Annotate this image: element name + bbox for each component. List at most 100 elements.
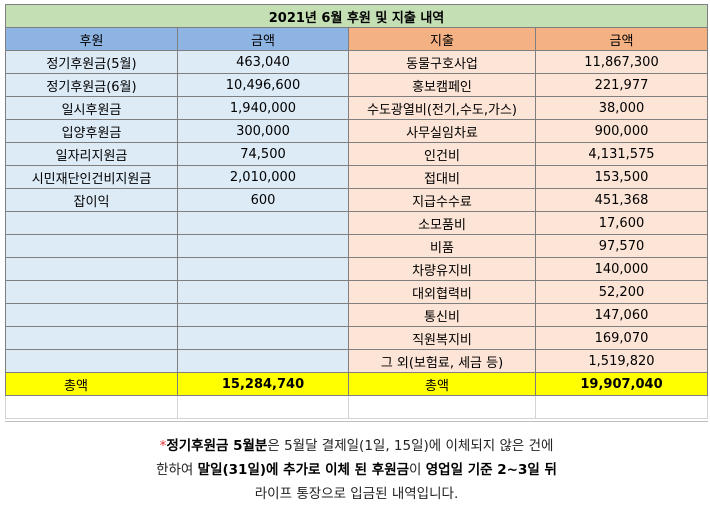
expense-cell[interactable]: 인건비 xyxy=(348,142,536,166)
table-row: 소모품비 17,600 xyxy=(5,211,708,235)
donation-cell[interactable]: 일자리지원금 xyxy=(5,142,178,166)
blank-cell[interactable] xyxy=(348,395,536,419)
donation-amount-cell[interactable] xyxy=(177,257,349,281)
expense-cell[interactable]: 차량유지비 xyxy=(348,257,536,281)
table-row: 일자리지원금 74,500 인건비 4,131,575 xyxy=(5,142,708,166)
footnote-bold: 정기후원금 5월분 xyxy=(166,438,268,454)
footnote-text: 이 xyxy=(409,462,426,478)
footnote-text: 은 5월달 결제일(1일, 15일)에 이체되지 않은 건에 xyxy=(267,438,554,454)
expense-amount-cell[interactable]: 97,570 xyxy=(535,234,708,258)
donation-amount-cell[interactable]: 463,040 xyxy=(177,50,349,74)
expense-cell[interactable]: 직원복지비 xyxy=(348,326,536,350)
donation-cell[interactable]: 입양후원금 xyxy=(5,119,178,143)
expense-total-label[interactable]: 총액 xyxy=(348,372,536,396)
donation-amount-cell[interactable]: 74,500 xyxy=(177,142,349,166)
table-row: 대외협력비 52,200 xyxy=(5,280,708,304)
expense-cell[interactable]: 홍보캠페인 xyxy=(348,73,536,97)
donation-cell[interactable] xyxy=(5,280,178,304)
donation-amount-cell[interactable]: 1,940,000 xyxy=(177,96,349,120)
table-row: 비품 97,570 xyxy=(5,234,708,258)
donation-cell[interactable]: 정기후원금(6월) xyxy=(5,73,178,97)
table-row: 통신비 147,060 xyxy=(5,303,708,327)
expense-amount-cell[interactable]: 11,867,300 xyxy=(535,50,708,74)
expense-cell[interactable]: 수도광열비(전기,수도,가스) xyxy=(348,96,536,120)
footnote-line-1: *정기후원금 5월분은 5월달 결제일(1일, 15일)에 이체되지 않은 건에 xyxy=(5,434,708,458)
footnote: *정기후원금 5월분은 5월달 결제일(1일, 15일)에 이체되지 않은 건에… xyxy=(5,421,708,521)
expense-amount-cell[interactable]: 451,368 xyxy=(535,188,708,212)
expense-amount-cell[interactable]: 900,000 xyxy=(535,119,708,143)
expense-amount-cell[interactable]: 1,519,820 xyxy=(535,349,708,373)
footnote-bold: 영업일 기준 2~3일 뒤 xyxy=(425,462,557,478)
donation-cell[interactable]: 일시후원금 xyxy=(5,96,178,120)
donation-cell[interactable]: 시민재단인건비지원금 xyxy=(5,165,178,189)
donation-cell[interactable] xyxy=(5,349,178,373)
expense-cell[interactable]: 대외협력비 xyxy=(348,280,536,304)
expense-cell[interactable]: 접대비 xyxy=(348,165,536,189)
footnote-text: 한하여 xyxy=(156,462,198,478)
expense-amount-cell[interactable]: 17,600 xyxy=(535,211,708,235)
donation-amount-cell[interactable]: 600 xyxy=(177,188,349,212)
table-row: 정기후원금(6월) 10,496,600 홍보캠페인 221,977 xyxy=(5,73,708,97)
donation-cell[interactable] xyxy=(5,326,178,350)
expense-amount-cell[interactable]: 147,060 xyxy=(535,303,708,327)
table-row: 차량유지비 140,000 xyxy=(5,257,708,281)
blank-cell[interactable] xyxy=(177,395,349,419)
donation-amount-cell[interactable] xyxy=(177,280,349,304)
donation-amount-cell[interactable] xyxy=(177,326,349,350)
donation-amount-cell[interactable] xyxy=(177,211,349,235)
donation-amount-cell[interactable] xyxy=(177,234,349,258)
table-row: 직원복지비 169,070 xyxy=(5,326,708,350)
donation-cell[interactable] xyxy=(5,234,178,258)
donation-cell[interactable]: 정기후원금(5월) xyxy=(5,50,178,74)
finance-table: 2021년 6월 후원 및 지출 내역 후원 금액 지출 금액 정기후원금(5월… xyxy=(5,4,708,419)
blank-row xyxy=(5,395,708,419)
expense-cell[interactable]: 동물구호사업 xyxy=(348,50,536,74)
blank-cell[interactable] xyxy=(5,395,178,419)
header-expense-amount[interactable]: 금액 xyxy=(535,27,708,51)
expense-amount-cell[interactable]: 221,977 xyxy=(535,73,708,97)
expense-total-value[interactable]: 19,907,040 xyxy=(535,372,708,396)
table-row: 시민재단인건비지원금 2,010,000 접대비 153,500 xyxy=(5,165,708,189)
donation-total-value[interactable]: 15,284,740 xyxy=(177,372,349,396)
header-expense[interactable]: 지출 xyxy=(348,27,536,51)
expense-amount-cell[interactable]: 153,500 xyxy=(535,165,708,189)
expense-amount-cell[interactable]: 169,070 xyxy=(535,326,708,350)
footnote-text: 라이프 통장으로 입금된 내역입니다. xyxy=(254,486,459,502)
donation-cell[interactable] xyxy=(5,257,178,281)
donation-amount-cell[interactable] xyxy=(177,349,349,373)
header-row: 후원 금액 지출 금액 xyxy=(5,27,708,51)
donation-amount-cell[interactable]: 2,010,000 xyxy=(177,165,349,189)
blank-cell[interactable] xyxy=(535,395,708,419)
total-row: 총액 15,284,740 총액 19,907,040 xyxy=(5,372,708,396)
donation-amount-cell[interactable] xyxy=(177,303,349,327)
table-row: 그 외(보험료, 세금 등) 1,519,820 xyxy=(5,349,708,373)
table-row: 잡이익 600 지급수수료 451,368 xyxy=(5,188,708,212)
donation-cell[interactable]: 잡이익 xyxy=(5,188,178,212)
header-donation-amount[interactable]: 금액 xyxy=(177,27,349,51)
table-row: 정기후원금(5월) 463,040 동물구호사업 11,867,300 xyxy=(5,50,708,74)
donation-total-label[interactable]: 총액 xyxy=(5,372,178,396)
donation-cell[interactable] xyxy=(5,211,178,235)
table-row: 일시후원금 1,940,000 수도광열비(전기,수도,가스) 38,000 xyxy=(5,96,708,120)
expense-cell[interactable]: 비품 xyxy=(348,234,536,258)
footnote-line-2: 한하여 말일(31일)에 추가로 이체 된 후원금이 영업일 기준 2~3일 뒤 xyxy=(5,458,708,482)
footnote-bold: 말일(31일)에 추가로 이체 된 후원금 xyxy=(197,462,410,478)
donation-amount-cell[interactable]: 10,496,600 xyxy=(177,73,349,97)
donation-amount-cell[interactable]: 300,000 xyxy=(177,119,349,143)
footnote-asterisk: * xyxy=(159,438,167,454)
expense-cell[interactable]: 통신비 xyxy=(348,303,536,327)
expense-cell[interactable]: 그 외(보험료, 세금 등) xyxy=(348,349,536,373)
footnote-line-3: 라이프 통장으로 입금된 내역입니다. xyxy=(5,482,708,506)
expense-cell[interactable]: 지급수수료 xyxy=(348,188,536,212)
table-row: 입양후원금 300,000 사무실임차료 900,000 xyxy=(5,119,708,143)
table-title[interactable]: 2021년 6월 후원 및 지출 내역 xyxy=(5,4,708,28)
expense-amount-cell[interactable]: 52,200 xyxy=(535,280,708,304)
donation-cell[interactable] xyxy=(5,303,178,327)
expense-amount-cell[interactable]: 140,000 xyxy=(535,257,708,281)
expense-amount-cell[interactable]: 38,000 xyxy=(535,96,708,120)
title-row: 2021년 6월 후원 및 지출 내역 xyxy=(5,4,708,28)
expense-cell[interactable]: 사무실임차료 xyxy=(348,119,536,143)
header-donation[interactable]: 후원 xyxy=(5,27,178,51)
expense-cell[interactable]: 소모품비 xyxy=(348,211,536,235)
expense-amount-cell[interactable]: 4,131,575 xyxy=(535,142,708,166)
